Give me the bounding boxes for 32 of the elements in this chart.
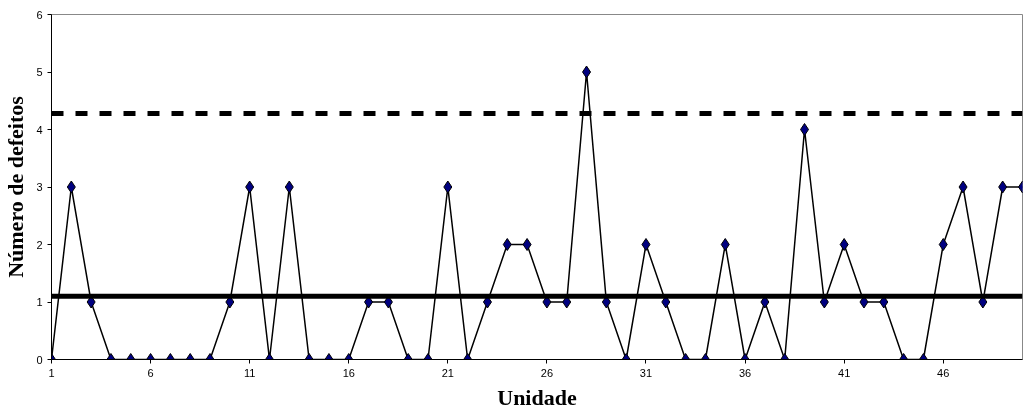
point: [502, 238, 512, 251]
y-tick-label: 4: [36, 123, 43, 136]
x-tick-label: 6: [147, 366, 154, 379]
point: [284, 180, 294, 194]
x-tick-label: 1: [48, 366, 55, 379]
point: [66, 180, 76, 194]
y-tick-label: 3: [36, 181, 43, 193]
x-tick-label: 46: [937, 366, 950, 379]
point: [245, 180, 255, 194]
point: [839, 238, 849, 251]
y-tick-label: 0: [36, 353, 43, 366]
y-tick-label: 2: [36, 238, 43, 251]
x-tick-label: 41: [838, 366, 851, 379]
y-axis-title: Número de defeitos: [3, 95, 29, 278]
x-axis-title: Unidade: [497, 384, 577, 410]
point: [800, 123, 810, 136]
x-tick-label: 31: [639, 366, 653, 379]
point: [443, 180, 453, 194]
x-tick-label: 26: [540, 366, 554, 379]
point: [938, 238, 948, 251]
y-tick-label: 6: [36, 8, 43, 21]
x-tick-label: 16: [342, 366, 355, 379]
y-tick-label: 1: [36, 296, 43, 308]
point: [522, 238, 532, 251]
x-tick-label: 36: [738, 366, 752, 379]
point: [998, 180, 1008, 194]
point: [720, 238, 730, 251]
y-tick-label: 5: [36, 66, 43, 78]
point: [641, 238, 651, 251]
x-tick-label: 21: [441, 366, 454, 379]
point: [958, 180, 968, 194]
x-tick-label: 11: [243, 366, 256, 379]
